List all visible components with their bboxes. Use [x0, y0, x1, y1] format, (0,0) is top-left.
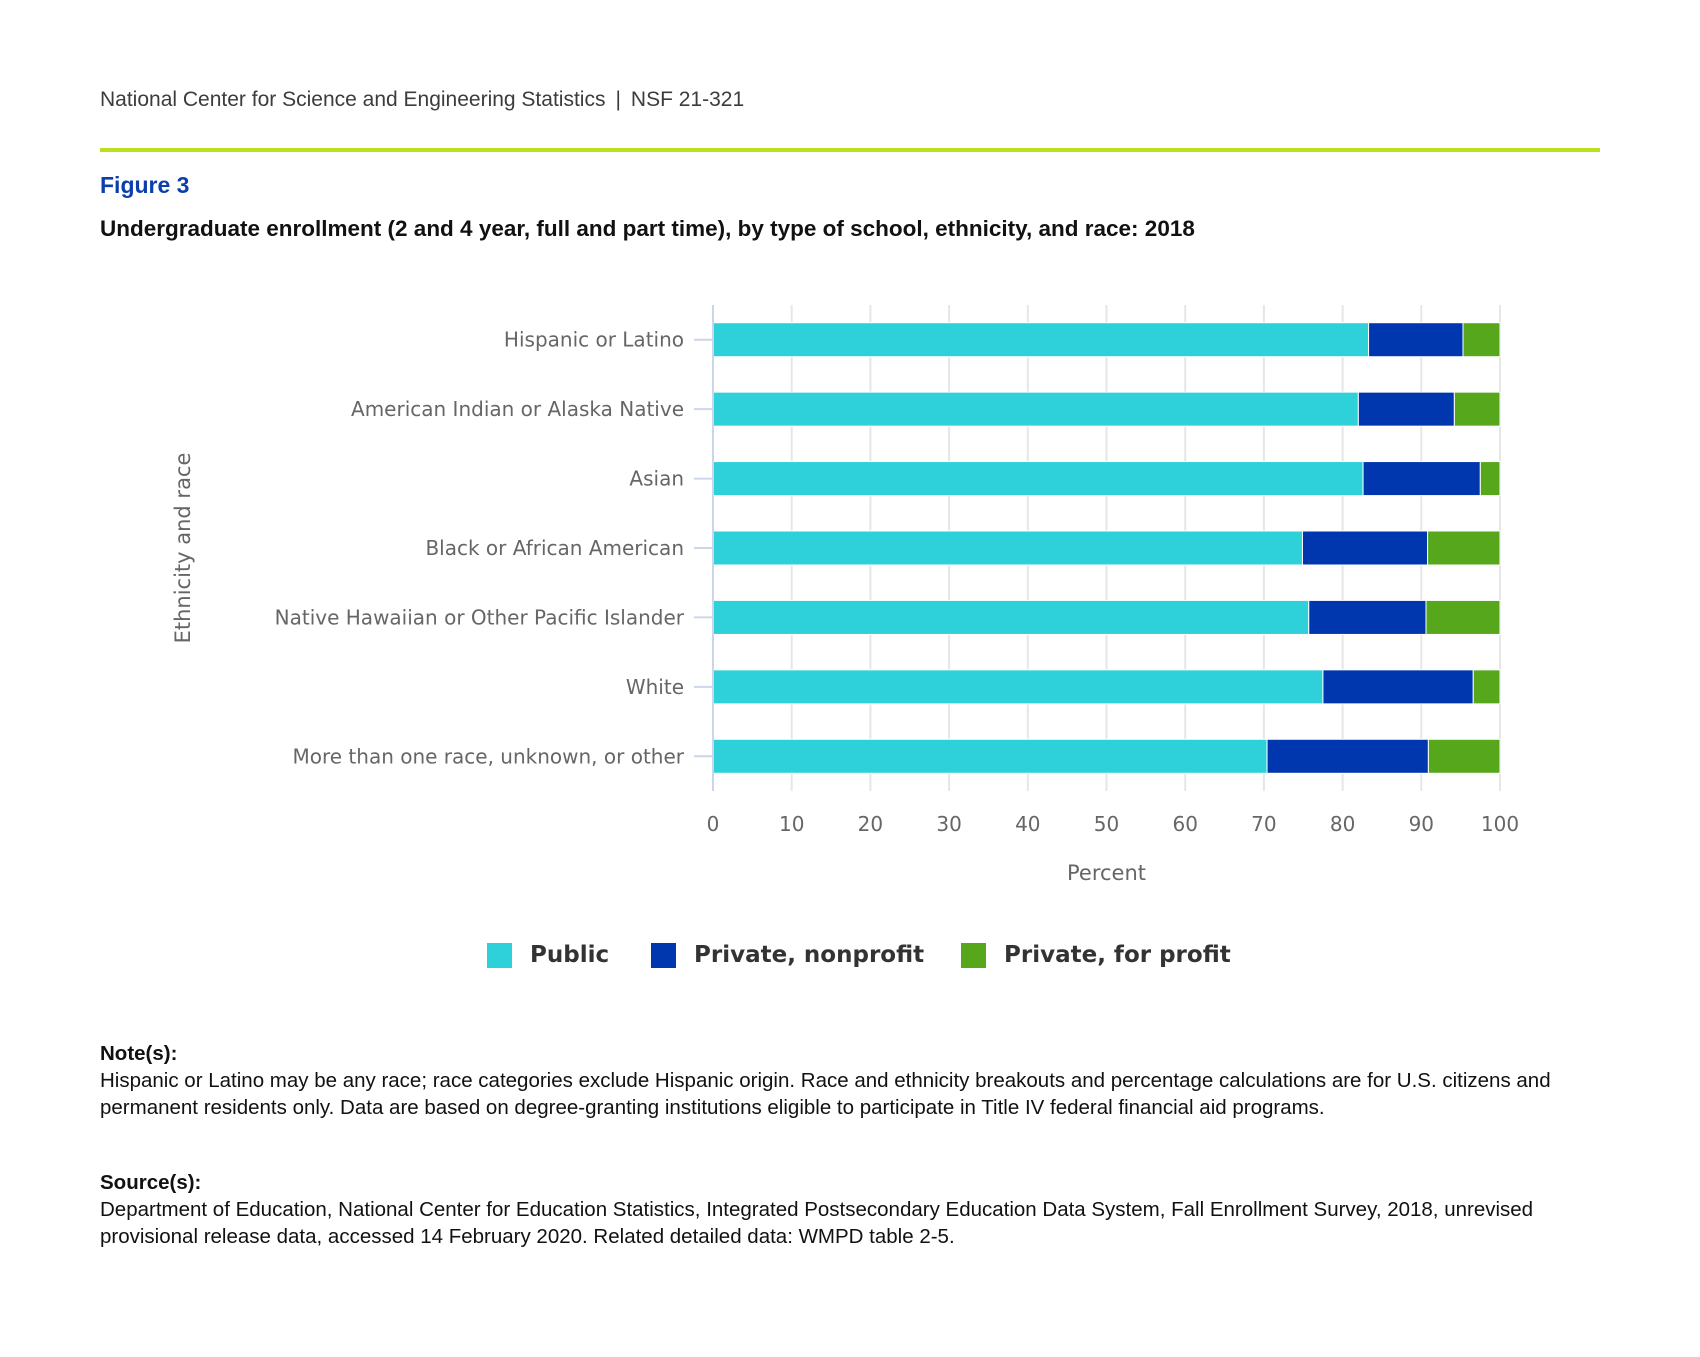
bar-segment-private-nonprofit[interactable] — [1301, 530, 1429, 566]
bar-segment-public[interactable] — [712, 322, 1370, 358]
legend-label: Private, nonprofit — [694, 942, 925, 968]
sources-text: Department of Education, National Center… — [100, 1198, 1534, 1248]
bar-segment-private-nonprofit[interactable] — [1322, 669, 1474, 705]
legend-swatch — [651, 942, 676, 968]
bar-segment-public[interactable] — [712, 461, 1364, 497]
x-tick-label: 20 — [858, 812, 883, 836]
legend-item[interactable]: Private, nonprofit — [651, 930, 924, 980]
bar-segment-private-for-profit[interactable] — [1425, 599, 1501, 635]
sources-title: Source(s): — [100, 1171, 202, 1194]
y-category-label: White — [626, 675, 684, 699]
bar-segment-private-for-profit[interactable] — [1427, 738, 1501, 774]
bar-segment-private-nonprofit[interactable] — [1362, 461, 1481, 497]
x-tick-label: 70 — [1251, 812, 1276, 836]
bar-group — [712, 669, 1501, 705]
bar-segment-private-nonprofit[interactable] — [1368, 322, 1464, 358]
bar-segment-private-for-profit[interactable] — [1479, 461, 1501, 497]
figure-number: Figure 3 — [100, 172, 190, 198]
legend-item[interactable]: Private, for profit — [961, 930, 1231, 980]
legend-label: Private, for profit — [1004, 942, 1231, 968]
bar-segment-public[interactable] — [712, 599, 1310, 635]
x-tick-label: 0 — [707, 812, 720, 836]
bar-group — [712, 530, 1501, 566]
bar-segment-private-nonprofit[interactable] — [1308, 599, 1427, 635]
notes-text: Hispanic or Latino may be any race; race… — [100, 1069, 1551, 1119]
legend-item[interactable]: Public — [487, 930, 609, 980]
bar-group — [712, 738, 1501, 774]
bar-group — [712, 461, 1501, 497]
bar-segment-private-nonprofit[interactable] — [1357, 391, 1455, 427]
y-category-label: American Indian or Alaska Native — [351, 397, 684, 421]
y-category-label: Native Hawaiian or Other Pacific Islande… — [275, 605, 685, 629]
x-tick-label: 30 — [936, 812, 961, 836]
figure-title: Undergraduate enrollment (2 and 4 year, … — [100, 216, 1195, 241]
x-tick-label: 90 — [1409, 812, 1434, 836]
x-tick-label: 50 — [1094, 812, 1119, 836]
axes: 0 10 20 30 40 50 60 70 80 90 100 Hispanic or Latino… — [275, 305, 1519, 836]
y-axis-title: Ethnicity and race — [171, 453, 195, 644]
x-tick-label: 10 — [779, 812, 804, 836]
bar-segment-private-nonprofit[interactable] — [1266, 738, 1429, 774]
notes-title: Note(s): — [100, 1042, 178, 1065]
sources-section: Source(s): Department of Education, Nati… — [100, 1169, 1600, 1250]
header-rule — [100, 148, 1600, 152]
bar-segment-private-for-profit[interactable] — [1462, 322, 1501, 358]
org-name: National Center for Science and Engineer… — [100, 88, 606, 111]
report-id: NSF 21-321 — [630, 88, 745, 111]
y-category-label: Asian — [629, 467, 684, 491]
bars — [712, 322, 1501, 774]
bar-segment-private-for-profit[interactable] — [1472, 669, 1501, 705]
y-category-label: Hispanic or Latino — [504, 328, 684, 352]
bar-segment-private-for-profit[interactable] — [1453, 391, 1501, 427]
bar-group — [712, 391, 1501, 427]
x-axis-title: Percent — [1067, 861, 1146, 885]
x-tick-label: 40 — [1015, 812, 1040, 836]
legend-label: Public — [530, 942, 610, 968]
header-separator: | — [615, 88, 621, 111]
bar-segment-public[interactable] — [712, 530, 1303, 566]
legend-swatch — [961, 942, 986, 968]
chart-legend: Public Private, nonprofit Private, for pro… — [0, 930, 1700, 980]
x-tick-label: 60 — [1172, 812, 1197, 836]
bar-segment-public[interactable] — [712, 738, 1268, 774]
y-category-label: Black or African American — [425, 536, 684, 560]
x-tick-label: 80 — [1330, 812, 1355, 836]
x-tick-label: 100 — [1481, 812, 1519, 836]
legend-swatch — [487, 942, 512, 968]
bar-group — [712, 599, 1501, 635]
bar-group — [712, 322, 1501, 358]
notes-section: Note(s): Hispanic or Latino may be any r… — [100, 1040, 1600, 1121]
bar-segment-public[interactable] — [712, 391, 1359, 427]
bar-segment-public[interactable] — [712, 669, 1324, 705]
y-category-label: More than one race, unknown, or other — [292, 744, 684, 768]
report-header: National Center for Science and Engineer… — [100, 88, 744, 112]
bar-segment-private-for-profit[interactable] — [1427, 530, 1501, 566]
